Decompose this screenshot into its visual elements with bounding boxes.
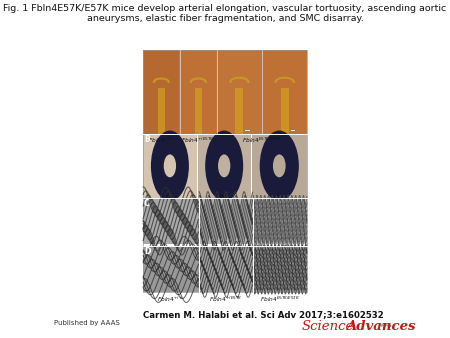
Bar xyxy=(262,50,307,134)
Bar xyxy=(143,50,180,134)
Bar xyxy=(280,88,289,134)
Text: $Fbln4^{E57K/E57K}$: $Fbln4^{E57K/E57K}$ xyxy=(242,136,282,145)
Bar xyxy=(198,134,251,198)
Bar xyxy=(220,195,224,196)
Ellipse shape xyxy=(273,154,286,177)
Text: Fig. 1 Fbln4E57K/E57K mice develop arterial elongation, vascular tortuosity, asc: Fig. 1 Fbln4E57K/E57K mice develop arter… xyxy=(4,4,446,14)
Text: Published by AAAS: Published by AAAS xyxy=(54,320,119,326)
Bar xyxy=(195,88,202,134)
Ellipse shape xyxy=(218,154,230,177)
Bar xyxy=(275,195,279,196)
Ellipse shape xyxy=(260,130,299,201)
Bar xyxy=(158,88,165,134)
Bar xyxy=(291,129,295,130)
Text: $Fbln4^{+/+}$: $Fbln4^{+/+}$ xyxy=(148,136,175,145)
Text: C: C xyxy=(144,199,149,208)
Bar xyxy=(166,195,169,196)
Bar xyxy=(235,88,243,134)
Text: Science: Science xyxy=(302,320,354,333)
Bar xyxy=(199,246,253,292)
Bar xyxy=(143,50,307,292)
Text: D: D xyxy=(144,247,150,256)
Bar xyxy=(143,198,199,244)
Text: Carmen M. Halabi et al. Sci Adv 2017;3:e1602532: Carmen M. Halabi et al. Sci Adv 2017;3:e… xyxy=(143,310,383,319)
Bar xyxy=(217,50,261,134)
Text: $Fbln4^{E57K/E57K}$: $Fbln4^{E57K/E57K}$ xyxy=(260,295,300,304)
Ellipse shape xyxy=(205,130,243,201)
Bar xyxy=(143,50,307,134)
Text: $Fbln4^{+/E57K}$: $Fbln4^{+/E57K}$ xyxy=(181,136,215,145)
Text: Advances: Advances xyxy=(346,320,415,333)
Text: $Fbln4^{+/E57K}$: $Fbln4^{+/E57K}$ xyxy=(209,295,243,304)
Ellipse shape xyxy=(151,130,189,201)
Ellipse shape xyxy=(164,154,176,177)
Bar xyxy=(252,134,307,198)
Text: B: B xyxy=(144,135,149,144)
Bar xyxy=(180,50,216,134)
Bar xyxy=(199,198,253,244)
Text: aneurysms, elastic fiber fragmentation, and SMC disarray.: aneurysms, elastic fiber fragmentation, … xyxy=(87,14,364,23)
Bar xyxy=(253,198,307,244)
Bar xyxy=(245,129,250,130)
Bar xyxy=(143,134,307,198)
Text: $Fbln4^{+/+}$: $Fbln4^{+/+}$ xyxy=(157,295,184,304)
Bar xyxy=(143,134,197,198)
Bar xyxy=(253,246,307,292)
Bar xyxy=(143,246,199,292)
Text: AAAS: AAAS xyxy=(379,323,393,329)
